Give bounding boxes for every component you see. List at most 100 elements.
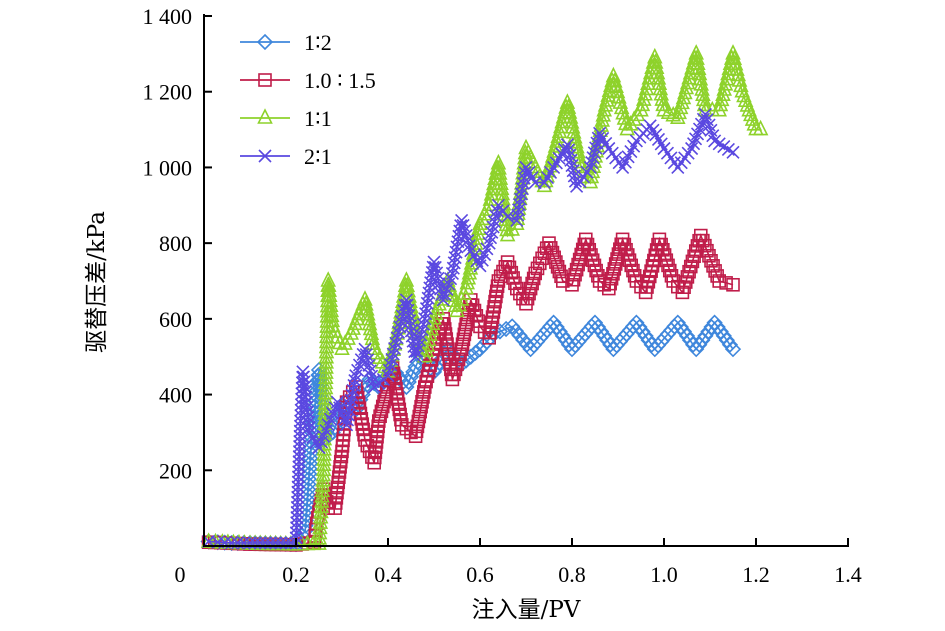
data-point xyxy=(482,330,497,345)
data-point xyxy=(528,176,542,190)
series-marker-fill xyxy=(718,69,735,86)
series-marker-fill xyxy=(410,344,424,358)
series-marker-fill xyxy=(681,68,697,85)
data-point xyxy=(409,350,423,364)
series-marker-fill xyxy=(316,450,332,466)
series-marker-fill xyxy=(348,373,362,388)
series-marker-fill xyxy=(485,225,499,239)
series-marker-fill xyxy=(613,98,630,115)
series-marker-fill xyxy=(583,318,600,335)
series-marker-fill xyxy=(552,264,567,279)
series-marker-fill xyxy=(415,394,429,409)
data-point xyxy=(638,285,653,300)
series-marker-fill xyxy=(587,146,601,160)
series-marker-fill xyxy=(455,337,470,352)
series-marker-fill xyxy=(461,234,475,248)
series-marker-fill xyxy=(411,414,426,429)
data-point xyxy=(605,341,622,358)
series-marker-fill xyxy=(591,131,605,145)
data-point xyxy=(491,274,506,288)
data-point xyxy=(473,259,487,273)
series-marker-fill xyxy=(410,419,425,434)
ticks: 0.2 0.4 0.6 0.8 1.0 1.2 1.4 200 400 600 800 1 000 1 … xyxy=(143,4,862,587)
data-point xyxy=(559,93,576,109)
series-marker-fill xyxy=(412,333,427,348)
data-point xyxy=(330,395,344,409)
data-point xyxy=(596,100,612,117)
series-marker-fill xyxy=(388,342,402,356)
data-point xyxy=(633,100,649,117)
series-marker-fill xyxy=(448,362,463,377)
series-marker-fill xyxy=(399,421,414,436)
data-point xyxy=(408,429,423,444)
series-marker-fill xyxy=(447,256,461,270)
data-point xyxy=(706,314,723,331)
series-marker-fill xyxy=(638,79,655,96)
data-point xyxy=(417,380,432,394)
legend-marker xyxy=(258,73,272,87)
legend-marker xyxy=(257,108,273,124)
data-point xyxy=(724,341,742,358)
series-marker-fill xyxy=(715,85,731,101)
data-point xyxy=(593,126,607,140)
series-marker-fill xyxy=(469,229,485,245)
series-marker-fill xyxy=(615,103,631,120)
series-marker-fill xyxy=(671,103,688,120)
series-marker-fill xyxy=(318,342,335,359)
series-marker-fill xyxy=(416,317,431,331)
series-marker-fill xyxy=(412,409,427,424)
series-marker-fill xyxy=(624,318,642,335)
origin-label: 0 xyxy=(175,562,186,587)
data-point xyxy=(628,314,645,331)
series-marker-fill xyxy=(589,141,603,155)
series-marker-fill xyxy=(719,276,733,290)
series-marker-fill xyxy=(290,511,304,525)
series-marker-fill xyxy=(363,364,377,378)
series-marker-fill xyxy=(704,254,718,268)
series-marker-fill xyxy=(416,390,430,404)
series-marker-fill xyxy=(318,337,335,354)
data-point xyxy=(381,369,395,383)
series-marker-fill xyxy=(497,320,515,338)
data-point xyxy=(583,160,597,174)
data-point xyxy=(482,236,496,250)
series-marker-fill xyxy=(314,486,330,503)
series-marker-fill xyxy=(514,187,528,201)
series-marker-fill xyxy=(606,267,620,281)
series-1 xyxy=(200,314,742,553)
data-point xyxy=(560,138,574,152)
series-marker-fill xyxy=(314,481,331,498)
series-marker-fill xyxy=(313,492,330,508)
data-point xyxy=(647,47,663,64)
legend-marker xyxy=(258,149,272,163)
series-marker-fill xyxy=(317,378,334,395)
data-point xyxy=(698,107,712,121)
data-point xyxy=(586,314,604,331)
series-marker-fill xyxy=(569,262,584,277)
data-point xyxy=(550,127,566,143)
series-marker-fill xyxy=(453,347,467,361)
series-marker-fill xyxy=(462,239,476,253)
series-marker-fill xyxy=(316,445,332,461)
series-marker-fill xyxy=(635,90,652,106)
series-marker-fill xyxy=(390,392,405,406)
series-marker-fill xyxy=(428,260,442,275)
series-marker-fill xyxy=(311,529,328,545)
series-marker-fill xyxy=(563,148,577,162)
series-marker-fill xyxy=(414,399,428,414)
series-marker-fill xyxy=(611,87,627,104)
data-point xyxy=(335,444,349,459)
series-marker-fill xyxy=(721,59,738,76)
y-tick-label: 800 xyxy=(159,231,192,256)
series-marker-fill xyxy=(375,399,390,414)
data-point xyxy=(510,213,524,227)
data-point xyxy=(629,134,643,148)
series-marker-fill xyxy=(655,95,671,112)
series-marker-fill xyxy=(365,334,382,351)
series-marker-fill xyxy=(690,127,705,141)
series-marker-fill xyxy=(512,197,527,212)
series-marker-fill xyxy=(586,151,600,165)
series-layer xyxy=(200,44,769,553)
series-marker-fill xyxy=(547,137,564,153)
series-marker-fill xyxy=(525,276,539,291)
